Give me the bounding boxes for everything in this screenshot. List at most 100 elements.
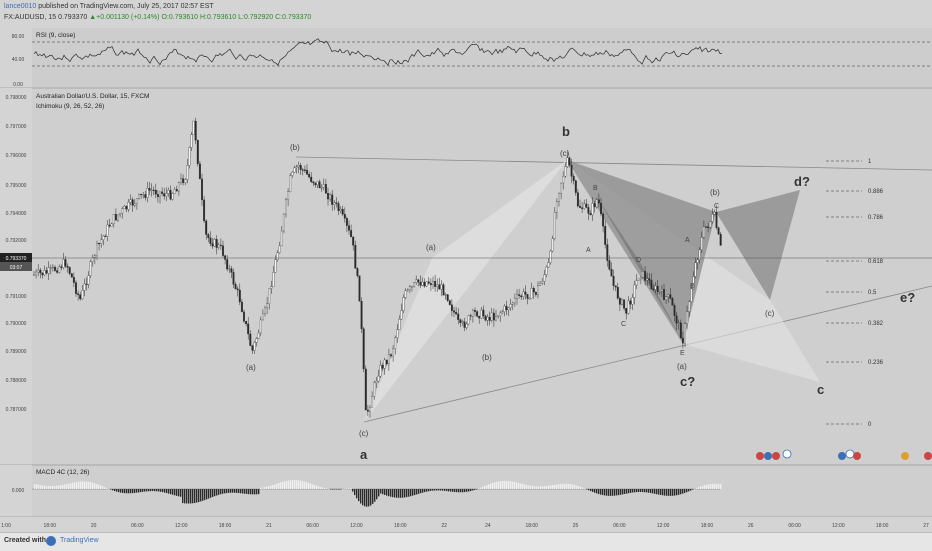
candle-body	[717, 227, 720, 235]
candle-body	[102, 235, 105, 240]
candle-body	[490, 312, 493, 321]
macd-bar	[90, 482, 92, 489]
rsi-axis	[0, 28, 32, 88]
candle-body	[711, 214, 714, 222]
candle-body	[505, 305, 508, 311]
macd-bar	[718, 483, 720, 489]
macd-bar	[430, 489, 432, 491]
wave-label: c?	[680, 374, 695, 389]
flag-icon[interactable]	[853, 452, 861, 460]
candle-body	[576, 192, 579, 207]
candle-body	[631, 297, 634, 305]
candle-body	[303, 169, 306, 171]
time-axis	[0, 517, 932, 532]
macd-bar	[304, 481, 306, 489]
macd-bar	[594, 489, 596, 493]
flag-icon[interactable]	[756, 452, 764, 460]
macd-bar	[712, 483, 714, 489]
candle-body	[484, 315, 487, 321]
indicator-label: Ichimoku (9, 26, 52, 26)	[36, 103, 104, 110]
macd-bar	[348, 488, 350, 489]
macd-bar	[38, 484, 40, 489]
candle-body	[198, 163, 201, 180]
candle-body	[165, 193, 168, 197]
author-link[interactable]: lance0010	[4, 3, 37, 10]
macd-bar	[344, 488, 346, 490]
economic-event-icons[interactable]	[756, 449, 932, 460]
macd-bar	[528, 485, 530, 489]
macd-bar	[282, 481, 284, 489]
macd-bar	[636, 489, 638, 493]
candle-body	[264, 307, 266, 314]
symbol-name[interactable]: FX:AUDUSD, 15	[4, 14, 57, 21]
candle-body	[171, 193, 174, 200]
lower-trendline	[363, 285, 932, 423]
candle-body	[194, 120, 197, 141]
macd-bar	[84, 481, 86, 489]
flag-icon[interactable]	[845, 449, 855, 459]
flag-icon[interactable]	[924, 452, 932, 460]
candle-body	[396, 329, 399, 338]
candle-body	[70, 273, 73, 278]
fib-label: 0.786	[868, 215, 884, 221]
candle-body	[375, 380, 378, 384]
macd-bar	[536, 486, 538, 489]
time-tick: 26	[748, 523, 754, 529]
flag-icon[interactable]	[764, 452, 772, 460]
flag-icon[interactable]	[772, 452, 780, 460]
macd-bar	[378, 489, 380, 497]
macd-bar	[384, 489, 386, 495]
macd-bar	[664, 489, 666, 496]
candle-body	[492, 312, 495, 321]
candle-body	[526, 294, 529, 299]
wave-label: d?	[794, 174, 810, 189]
candle-body	[539, 282, 542, 286]
candle-body	[474, 309, 476, 312]
macd-bar	[166, 489, 168, 494]
flag-icon[interactable]	[838, 452, 846, 460]
macd-bar	[98, 484, 100, 489]
tradingview-link[interactable]: TradingView	[60, 537, 99, 544]
candle-body	[51, 266, 54, 269]
candle-body	[138, 193, 140, 199]
price-tick: 0.795000	[6, 183, 27, 189]
candle-body	[144, 194, 147, 198]
macd-bar	[578, 486, 580, 489]
candle-body	[476, 311, 479, 317]
candle-body	[37, 269, 40, 273]
macd-bar	[666, 489, 668, 496]
macd-bar	[330, 489, 332, 490]
rsi-pane	[32, 28, 932, 88]
macd-bar	[320, 486, 322, 489]
flag-icon[interactable]	[901, 452, 909, 460]
macd-bar	[522, 483, 524, 489]
dark-pattern-right	[716, 190, 800, 300]
candle-body	[322, 184, 325, 188]
candle-body	[43, 270, 46, 276]
macd-bar	[214, 489, 216, 497]
candle-body	[497, 315, 500, 317]
candle-body	[100, 239, 103, 244]
macd-bar	[312, 484, 314, 489]
candle-body	[291, 171, 294, 176]
macd-bar	[272, 484, 274, 489]
macd-bar	[486, 485, 488, 489]
candle-body	[230, 268, 233, 273]
macd-bar	[78, 481, 80, 489]
macd-bar	[158, 489, 160, 492]
macd-bar	[190, 489, 192, 504]
countdown-text: 03:07	[10, 265, 23, 271]
macd-bar	[588, 489, 590, 491]
candle-body	[366, 409, 369, 412]
fib-label: 0.382	[868, 321, 884, 327]
macd-bar	[502, 480, 504, 489]
flag-icon[interactable]	[782, 449, 792, 459]
candle-body	[56, 270, 59, 273]
macd-bar	[252, 489, 254, 495]
macd-bar	[644, 489, 646, 493]
macd-bar	[218, 489, 220, 495]
macd-bar	[334, 489, 336, 490]
macd-bar	[392, 489, 394, 498]
macd-bar	[700, 486, 702, 489]
